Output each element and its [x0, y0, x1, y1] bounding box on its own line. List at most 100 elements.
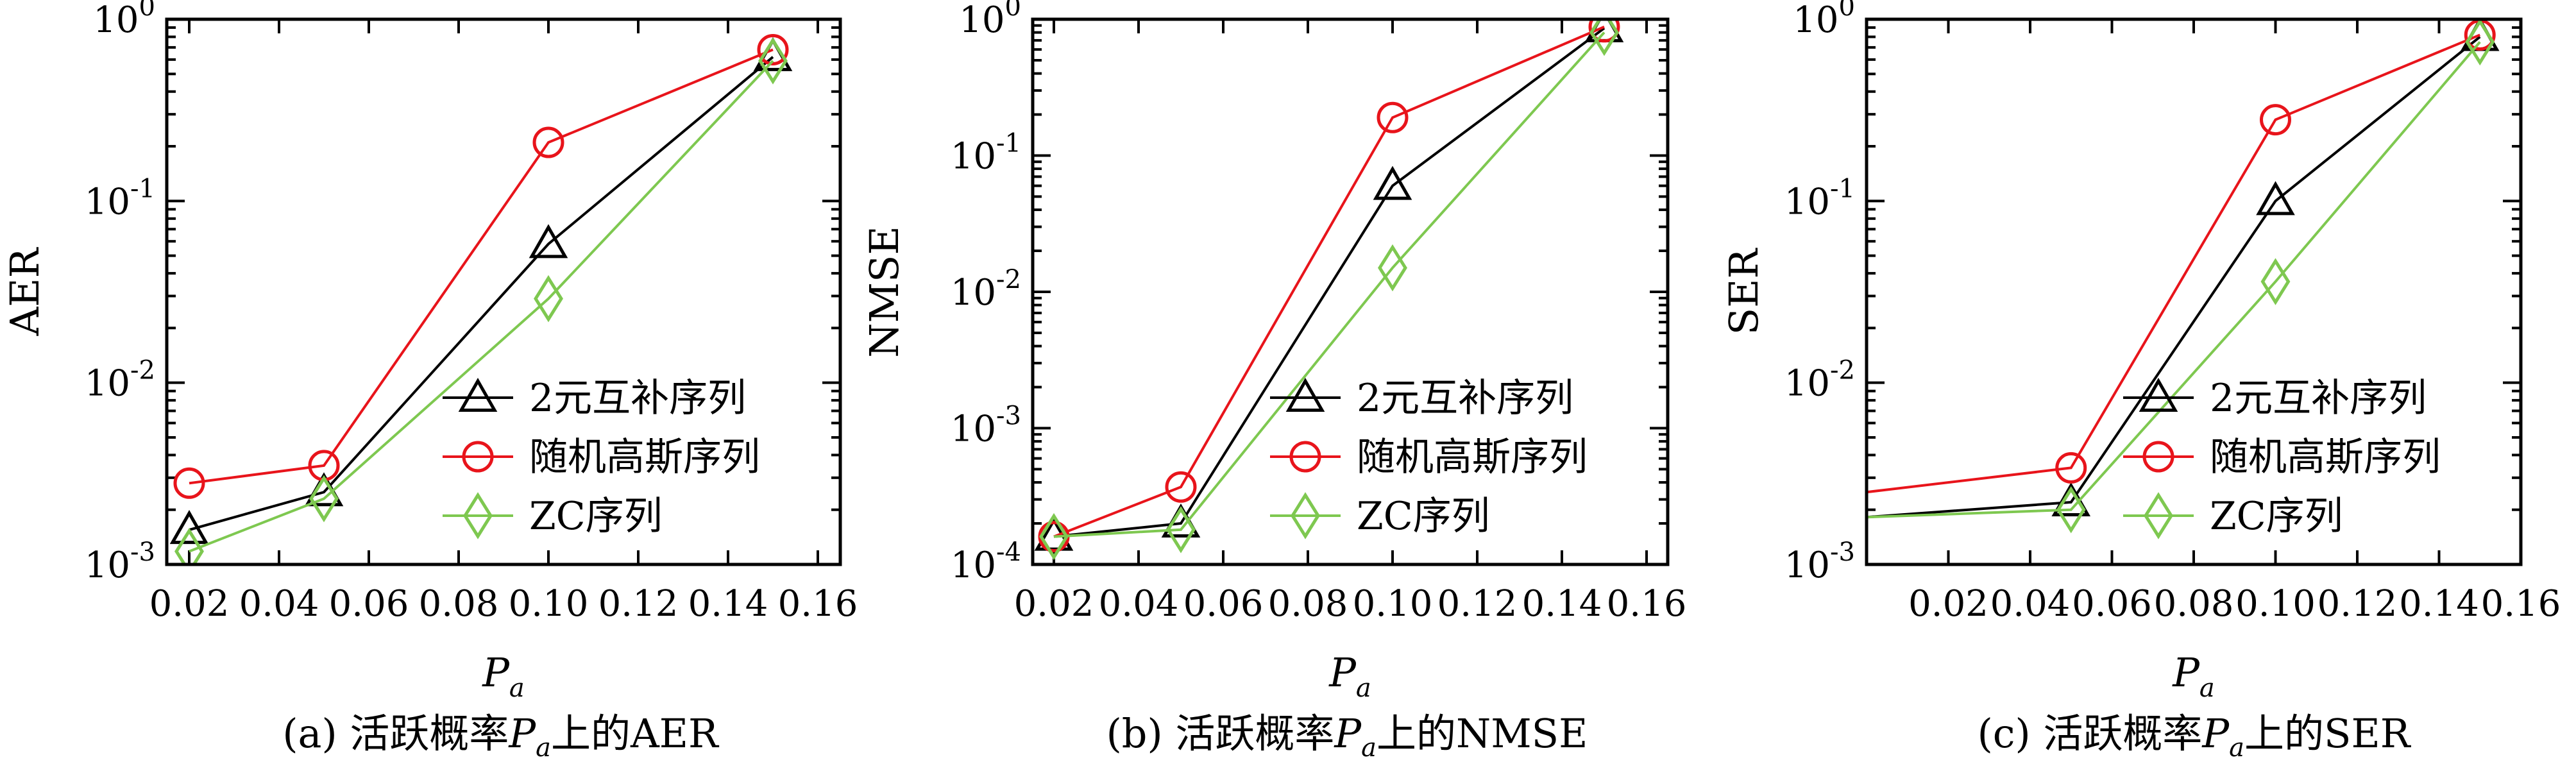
- x-tick-label: 0.16: [2481, 583, 2561, 625]
- y-tick-label: 10-3: [85, 538, 155, 586]
- x-tick-label: 0.04: [1990, 583, 2071, 625]
- data-point: [1589, 19, 1619, 56]
- panel-caption: (c) 活跃概率Pa上的SER: [1978, 710, 2412, 762]
- data-point: [1039, 512, 1069, 561]
- data-point: [529, 224, 568, 258]
- legend-marker: [463, 492, 493, 539]
- legend-label: 随机高斯序列: [529, 435, 760, 480]
- data-point: [2055, 452, 2087, 484]
- legend-marker: [458, 377, 498, 412]
- x-axis-label: Pa: [2172, 649, 2215, 703]
- series-line: [1053, 25, 1605, 538]
- legend-label: 随机高斯序列: [2210, 435, 2441, 480]
- x-tick-label: 0.08: [1268, 583, 1348, 625]
- y-axis-label: SER: [1720, 247, 1767, 335]
- legend-label: 2元互补序列: [529, 376, 746, 421]
- chart-panel-c: 0.02 0.04 0.06 0.08 0.10 0.12 0.14 0.16 10-3 10-2…: [1720, 0, 2561, 762]
- plot-frame: [1031, 17, 1670, 566]
- x-tick-label: 0.04: [1099, 583, 1179, 625]
- data-point: [2260, 258, 2291, 305]
- data-point: [1377, 101, 1409, 133]
- data-point: [758, 37, 788, 85]
- x-tick-label: 0.06: [329, 583, 409, 625]
- legend-marker: [2139, 377, 2178, 412]
- data-point: [174, 527, 204, 564]
- data-point: [1165, 471, 1197, 503]
- data-point: [532, 126, 564, 158]
- data-point: [2056, 486, 2086, 534]
- x-tick-label: 0.12: [598, 583, 679, 625]
- data-point: [309, 475, 339, 523]
- series-1: [173, 33, 789, 499]
- series-line: [189, 48, 774, 485]
- x-tick-label: 0.14: [2399, 583, 2479, 625]
- data-point: [2256, 181, 2295, 216]
- y-tick-label: 10-1: [951, 129, 1021, 178]
- x-tick-label: 0.16: [1607, 583, 1687, 625]
- legend-marker: [1289, 441, 1321, 473]
- series-line: [1053, 27, 1606, 538]
- series-2: [174, 37, 788, 564]
- series-1: [1867, 19, 2496, 494]
- panel-caption: (b) 活跃概率Pa上的NMSE: [1106, 710, 1588, 762]
- chart-panel-b: 0.02 0.04 0.06 0.08 0.10 0.12 0.14 0.16 10-4 10-3…: [861, 0, 1686, 762]
- plot-frame: [165, 17, 842, 566]
- y-tick-label: 10-3: [1784, 538, 1855, 586]
- y-tick-label: 10-2: [85, 356, 155, 405]
- series-2: [1867, 19, 2495, 534]
- data-point: [173, 467, 205, 499]
- legend-label: 随机高斯序列: [1357, 435, 1588, 480]
- data-point: [757, 33, 789, 65]
- y-tick-label: 10-2: [951, 265, 1021, 314]
- y-tick-label: 10-2: [1784, 356, 1855, 405]
- data-point: [169, 510, 209, 545]
- x-tick-label: 0.02: [1908, 583, 1988, 625]
- x-tick-label: 0.12: [2318, 583, 2398, 625]
- series-line: [1867, 33, 2481, 494]
- x-tick-label: 0.02: [1014, 583, 1094, 625]
- x-tick-label: 0.12: [1437, 583, 1518, 625]
- legend-marker: [2144, 492, 2173, 539]
- x-tick-label: 0.04: [239, 583, 319, 625]
- legend-label: ZC序列: [2210, 494, 2343, 539]
- y-tick-label: 100: [93, 0, 155, 41]
- legend-marker: [462, 441, 494, 473]
- legend-label: ZC序列: [529, 494, 663, 539]
- data-point: [1588, 19, 1620, 43]
- panel-caption: (a) 活跃概率Pa上的AER: [282, 710, 720, 762]
- x-tick-label: 0.14: [688, 583, 768, 625]
- legend-marker: [2142, 441, 2174, 473]
- y-tick-label: 10-1: [1784, 174, 1855, 223]
- y-tick-label: 10-3: [951, 402, 1021, 450]
- y-tick-label: 100: [1793, 0, 1855, 41]
- x-axis-label: Pa: [482, 649, 525, 703]
- x-tick-label: 0.06: [1183, 583, 1264, 625]
- data-point: [534, 275, 563, 323]
- y-axis-label: NMSE: [861, 226, 908, 357]
- legend-label: ZC序列: [1357, 494, 1490, 539]
- x-tick-label: 0.02: [149, 583, 230, 625]
- x-tick-label: 0.08: [2154, 583, 2234, 625]
- x-tick-label: 0.08: [419, 583, 499, 625]
- x-tick-label: 0.10: [509, 583, 589, 625]
- data-point: [2465, 19, 2495, 66]
- x-axis-label: Pa: [1328, 649, 1371, 703]
- data-point: [2260, 104, 2291, 136]
- data-point: [1373, 165, 1412, 200]
- x-tick-label: 0.14: [1522, 583, 1602, 625]
- x-tick-label: 0.10: [1353, 583, 1433, 625]
- x-tick-label: 0.06: [2072, 583, 2152, 625]
- chart-panel-a: 0.02 0.04 0.06 0.08 0.10 0.12 0.14 0.16 10-3 10-2…: [1, 0, 858, 762]
- x-tick-label: 0.16: [778, 583, 858, 625]
- data-point: [1378, 244, 1407, 292]
- y-axis-label: AER: [1, 246, 48, 336]
- y-tick-label: 100: [959, 0, 1021, 41]
- legend-label: 2元互补序列: [1357, 376, 1573, 421]
- legend-marker: [1291, 492, 1320, 539]
- plot-frame: [1865, 17, 2523, 566]
- series-line: [1867, 35, 2481, 519]
